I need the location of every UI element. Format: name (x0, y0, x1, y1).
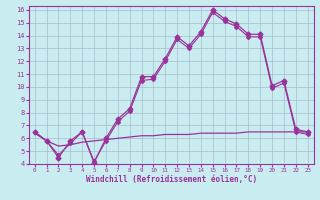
X-axis label: Windchill (Refroidissement éolien,°C): Windchill (Refroidissement éolien,°C) (86, 175, 257, 184)
